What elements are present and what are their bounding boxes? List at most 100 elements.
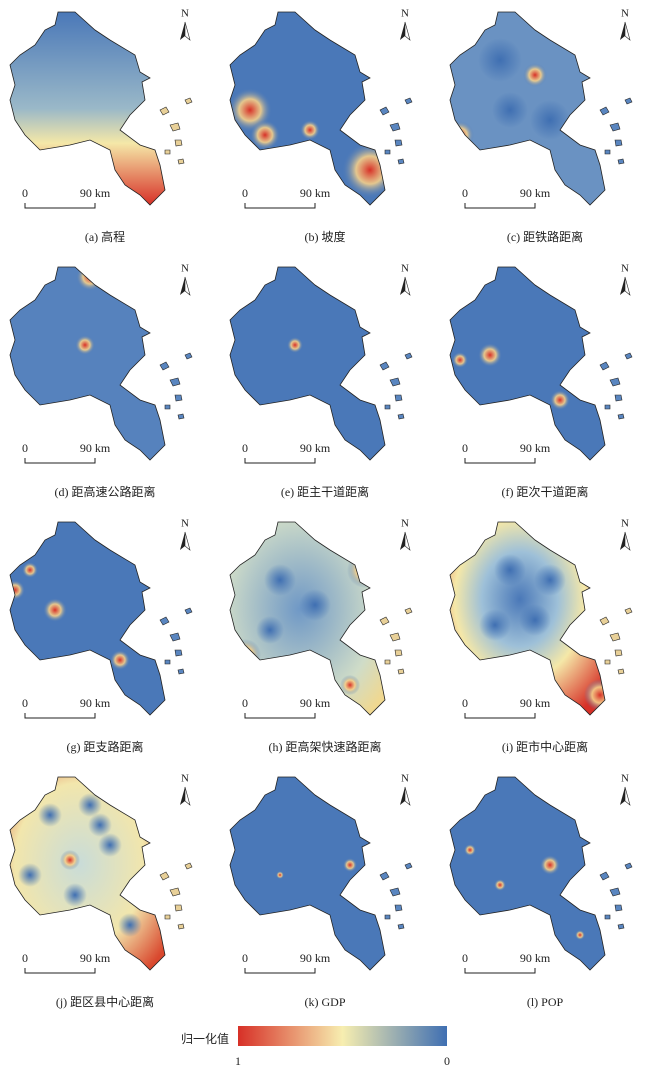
island bbox=[397, 413, 405, 420]
island bbox=[169, 377, 181, 387]
north-arrow bbox=[620, 787, 625, 805]
map-panel: N 0 90 km (d) 距高速公路距离 bbox=[9, 263, 193, 499]
island bbox=[174, 904, 183, 912]
panel-caption: (b) 坡度 bbox=[305, 229, 346, 244]
scale-zero: 0 bbox=[242, 951, 248, 965]
color-bar bbox=[238, 1026, 447, 1046]
island bbox=[624, 97, 633, 105]
map bbox=[229, 11, 413, 206]
map-panel: N 0 90 km (g) 距支路距离 bbox=[9, 518, 193, 754]
north-arrow bbox=[184, 786, 191, 806]
map bbox=[449, 11, 633, 206]
surface bbox=[18, 793, 142, 937]
island bbox=[604, 149, 611, 155]
island bbox=[177, 413, 185, 420]
scale-bar bbox=[464, 968, 536, 974]
north-arrow bbox=[624, 531, 631, 551]
north-label: N bbox=[401, 773, 409, 785]
island bbox=[174, 139, 183, 147]
north-arrow bbox=[400, 532, 405, 550]
surface-patch bbox=[250, 120, 280, 150]
north-arrow bbox=[624, 786, 631, 806]
island bbox=[164, 149, 171, 155]
surface-patch bbox=[452, 352, 468, 368]
island bbox=[599, 871, 610, 881]
scale-zero: 0 bbox=[22, 441, 28, 455]
surface-patch bbox=[494, 554, 526, 586]
island bbox=[614, 649, 623, 657]
panel-caption: (e) 距主干道距离 bbox=[281, 484, 369, 499]
north-arrow bbox=[400, 22, 405, 40]
surface-patch bbox=[287, 337, 303, 353]
surface-patch bbox=[523, 63, 547, 87]
island bbox=[604, 404, 611, 410]
north-arrow bbox=[624, 276, 631, 296]
north-arrow bbox=[180, 787, 185, 805]
island bbox=[164, 404, 171, 410]
map-panel: N 0 90 km (h) 距高架快速路距离 bbox=[229, 518, 413, 754]
surface-patch bbox=[10, 580, 25, 600]
surface-patch bbox=[264, 564, 296, 596]
scale-bar bbox=[24, 713, 96, 719]
panel-caption: (k) GDP bbox=[305, 995, 346, 1009]
map-panel: N 0 90 km (i) 距市中心距离 bbox=[449, 518, 633, 754]
surface-patch bbox=[575, 930, 585, 940]
island bbox=[159, 871, 170, 881]
panel-caption: (c) 距铁路距离 bbox=[507, 229, 583, 244]
surface-patch bbox=[584, 679, 605, 711]
region bbox=[230, 267, 385, 460]
scale-length: 90 km bbox=[300, 441, 331, 455]
panel-caption: (d) 距高速公路距离 bbox=[55, 484, 156, 499]
island bbox=[184, 97, 193, 105]
panel-caption: (l) POP bbox=[527, 995, 564, 1009]
surface-patch bbox=[479, 609, 511, 641]
island bbox=[159, 106, 170, 116]
map bbox=[229, 776, 413, 971]
island bbox=[394, 904, 403, 912]
island bbox=[384, 914, 391, 920]
region bbox=[450, 267, 605, 460]
surface bbox=[287, 337, 303, 353]
island bbox=[174, 649, 183, 657]
island bbox=[397, 668, 405, 675]
scale-zero: 0 bbox=[242, 441, 248, 455]
surface-patch bbox=[566, 12, 605, 52]
panel-caption: (h) 距高架快速路距离 bbox=[269, 739, 382, 754]
scale-zero: 0 bbox=[22, 951, 28, 965]
map-panel: N 0 90 km (f) 距次干道距离 bbox=[449, 263, 633, 499]
island bbox=[394, 394, 403, 402]
island bbox=[617, 668, 625, 675]
island bbox=[164, 914, 171, 920]
island bbox=[169, 632, 181, 642]
island bbox=[404, 607, 413, 615]
surface-patch bbox=[550, 390, 570, 410]
island bbox=[384, 659, 391, 665]
map bbox=[229, 266, 413, 461]
surface-patch bbox=[530, 100, 570, 140]
scale-bar bbox=[464, 203, 536, 209]
island bbox=[184, 607, 193, 615]
island bbox=[609, 122, 621, 132]
island bbox=[617, 923, 625, 930]
scale-zero: 0 bbox=[462, 441, 468, 455]
surface-patch bbox=[540, 855, 560, 875]
island bbox=[174, 394, 183, 402]
island bbox=[389, 377, 401, 387]
north-arrow bbox=[184, 276, 191, 296]
island bbox=[379, 106, 390, 116]
island bbox=[397, 923, 405, 930]
island bbox=[617, 158, 625, 165]
island bbox=[169, 887, 181, 897]
map bbox=[9, 521, 193, 716]
island bbox=[379, 361, 390, 371]
north-label: N bbox=[401, 518, 409, 530]
island bbox=[177, 158, 185, 165]
scale-bar bbox=[244, 713, 316, 719]
map bbox=[449, 776, 633, 971]
island bbox=[604, 914, 611, 920]
map-panel: N 0 90 km (b) 坡度 bbox=[229, 8, 413, 244]
scale-zero: 0 bbox=[242, 696, 248, 710]
island bbox=[614, 139, 623, 147]
island bbox=[404, 97, 413, 105]
scale-bar bbox=[24, 203, 96, 209]
